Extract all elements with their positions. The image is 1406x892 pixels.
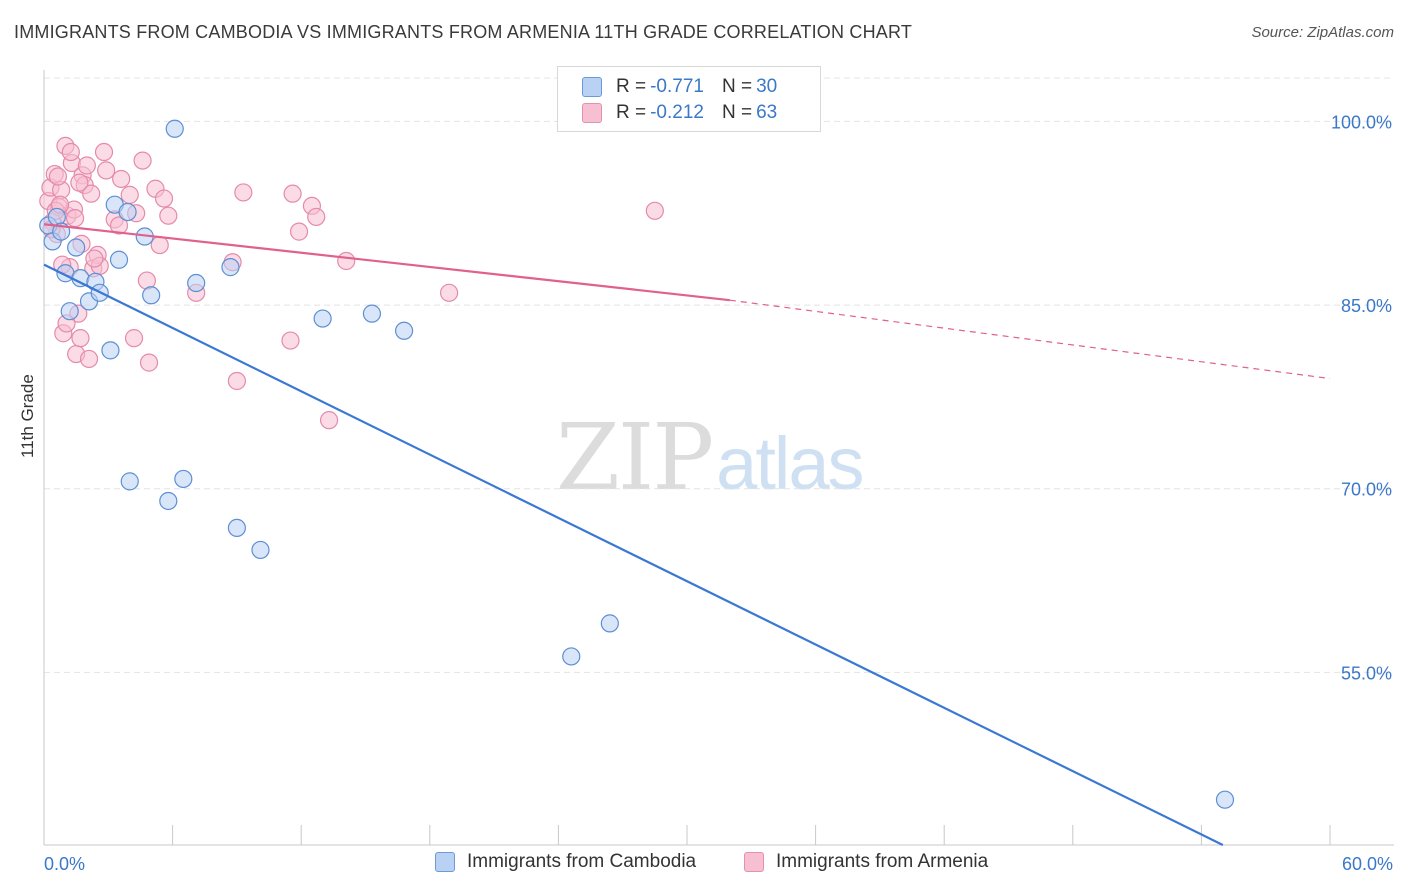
legend-item-cambodia: Immigrants from Cambodia: [435, 851, 696, 873]
cambodia-point: [221, 258, 240, 277]
legend-label-cambodia: Immigrants from Cambodia: [467, 851, 697, 872]
legend-swatch-blue: [435, 852, 455, 872]
cambodia-point: [394, 321, 414, 340]
armenia-point: [289, 222, 309, 241]
cambodia-point: [67, 238, 86, 257]
cambodia-point: [142, 286, 161, 305]
legend-swatch-pink: [744, 852, 764, 872]
cambodia-trend-line: [43, 263, 1224, 846]
x-tick-label-max: 60.0%: [1342, 854, 1393, 874]
armenia-point: [97, 161, 116, 180]
cambodia-point: [562, 647, 581, 666]
armenia-point: [159, 206, 178, 225]
legend-swatch-blue: [582, 77, 602, 97]
source-label: Source: ZipAtlas.com: [1251, 24, 1394, 41]
armenia-point: [65, 209, 85, 228]
cambodia-point: [159, 491, 178, 511]
armenia-point: [85, 249, 104, 268]
armenia-point: [234, 183, 253, 202]
y-tick-label: 70.0%: [1341, 480, 1392, 500]
cambodia-point: [187, 273, 206, 293]
cambodia-point: [313, 309, 332, 328]
armenia-point: [94, 142, 114, 162]
r-value: -0.771: [650, 76, 704, 97]
cambodia-point: [165, 119, 184, 138]
legend-label-armenia: Immigrants from Armenia: [776, 851, 989, 872]
cambodia-point: [227, 518, 246, 537]
armenia-point: [283, 184, 302, 203]
armenia-point: [124, 329, 144, 348]
armenia-point: [70, 173, 89, 192]
armenia-point: [77, 156, 96, 175]
armenia-point: [150, 235, 169, 255]
x-tick-label-min: 0.0%: [44, 854, 85, 874]
grid-lines: [44, 77, 1394, 673]
armenia-point: [112, 169, 131, 189]
n-label: N =: [721, 76, 753, 97]
armenia-point: [645, 201, 664, 220]
legend-swatch-pink: [582, 103, 602, 123]
cambodia-point: [60, 302, 79, 321]
cambodia-point: [71, 269, 90, 288]
armenia-point: [319, 411, 339, 430]
n-label: N =: [721, 102, 753, 123]
armenia-trend-extension: [729, 299, 1331, 380]
cambodia-point: [362, 304, 382, 323]
legend-item-armenia: Immigrants from Armenia: [744, 851, 988, 873]
series-cambodia-points: [39, 119, 1235, 809]
legend-row-armenia: R = -0.212 N = 63: [582, 101, 777, 125]
armenia-point: [79, 349, 99, 369]
r-label: R =: [616, 102, 647, 123]
watermark-atlas: atlas: [716, 422, 864, 505]
correlation-legend: R = -0.771 N = 30 R = -0.212 N = 63: [557, 66, 821, 132]
cambodia-point: [101, 341, 120, 360]
legend-row-cambodia: R = -0.771 N = 30: [582, 75, 777, 99]
armenia-point: [82, 184, 101, 203]
armenia-point: [120, 185, 139, 204]
armenia-point: [133, 151, 152, 170]
n-value: 30: [756, 76, 778, 97]
armenia-point: [227, 371, 246, 391]
cambodia-point: [174, 469, 193, 489]
armenia-point: [337, 251, 356, 271]
cambodia-point: [600, 614, 619, 633]
series-legend: Immigrants from Cambodia Immigrants from…: [0, 851, 1406, 879]
watermark-zip: ZIP: [556, 404, 714, 511]
y-axis-label: 11th Grade: [18, 374, 37, 458]
r-label: R =: [616, 76, 647, 97]
armenia-point: [281, 331, 300, 350]
armenia-trend-line: [43, 223, 730, 302]
n-value: 63: [756, 102, 778, 123]
armenia-point: [439, 283, 459, 302]
y-tick-label: 55.0%: [1341, 663, 1392, 683]
cambodia-point: [109, 250, 129, 269]
armenia-point: [307, 207, 326, 227]
armenia-point: [109, 216, 129, 235]
trend-lines: [43, 223, 1331, 846]
r-value: -0.212: [650, 102, 704, 123]
cambodia-point: [1215, 790, 1235, 809]
armenia-point: [48, 167, 68, 186]
cambodia-point: [120, 472, 139, 491]
y-tick-label: 100.0%: [1331, 112, 1392, 132]
armenia-point: [139, 353, 159, 372]
armenia-point: [154, 189, 174, 208]
cambodia-point: [251, 540, 270, 560]
armenia-point: [71, 329, 90, 348]
chart-title: IMMIGRANTS FROM CAMBODIA VS IMMIGRANTS F…: [14, 22, 913, 42]
zipatlas-watermark: ZIPatlas: [556, 404, 864, 511]
y-tick-label: 85.0%: [1341, 296, 1392, 316]
cambodia-point: [118, 202, 137, 222]
armenia-point: [61, 142, 80, 162]
tick-labels: 55.0% 70.0% 85.0% 100.0% 0.0% 60.0%: [44, 112, 1393, 874]
